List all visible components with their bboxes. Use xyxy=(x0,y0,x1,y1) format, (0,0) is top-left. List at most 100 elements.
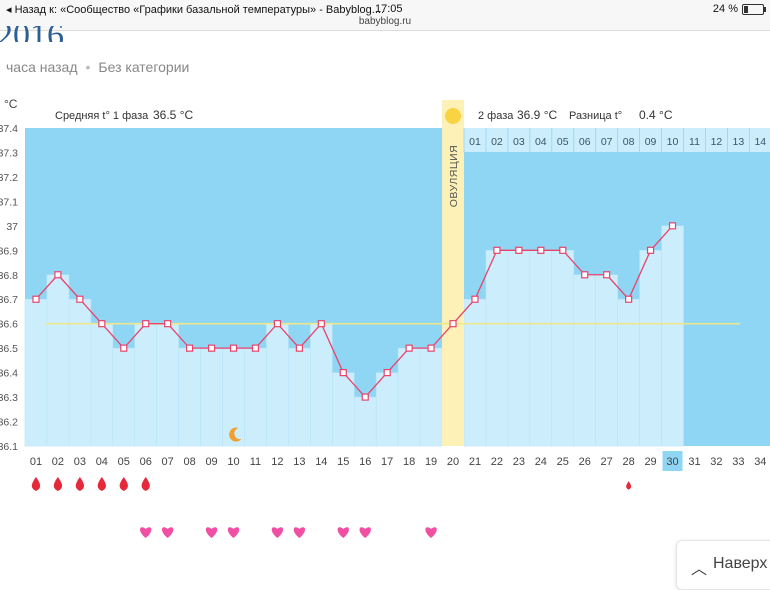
y-tick-label: 37.1 xyxy=(0,196,18,208)
temperature-column xyxy=(46,274,70,447)
phase1-label: Средняя t° 1 фаза xyxy=(55,110,149,122)
temperature-point xyxy=(32,295,40,303)
phase2-header-box xyxy=(464,100,770,128)
x-day-label: 33 xyxy=(732,456,744,468)
blood-drop-icon xyxy=(53,477,63,491)
heart-icon xyxy=(271,527,284,538)
temperature-column xyxy=(551,250,575,447)
temperature-column xyxy=(463,298,487,447)
phase1-value: 36.5 °C xyxy=(153,108,193,122)
temperature-column xyxy=(419,347,443,447)
x-day-label: 04 xyxy=(96,456,108,468)
temperature-point xyxy=(581,271,589,279)
temperature-point xyxy=(273,320,282,328)
y-tick-label: 37.3 xyxy=(0,147,18,159)
heart-icon xyxy=(337,527,349,538)
post-meta: часа назад • Без категории xyxy=(6,59,189,75)
temperature-point xyxy=(164,320,172,328)
y-tick-label: 36.3 xyxy=(0,392,18,404)
y-tick-label: 36.7 xyxy=(0,294,18,306)
temperature-point xyxy=(207,344,216,352)
y-tick-label: 36.4 xyxy=(0,368,18,380)
x-day-label: 24 xyxy=(535,456,547,468)
phase2-day-number: 06 xyxy=(579,136,591,148)
phase2-value: 36.9 °C xyxy=(517,108,557,122)
temperature-column xyxy=(200,347,223,447)
phase1-header-box xyxy=(25,100,443,128)
x-day-label: 28 xyxy=(623,456,635,468)
x-day-label: 22 xyxy=(491,456,503,468)
phase2-day-number: 08 xyxy=(623,136,635,148)
y-tick-label: 36.9 xyxy=(0,245,18,257)
x-day-label: 19 xyxy=(425,456,437,468)
y-tick-label: 36.6 xyxy=(0,319,18,331)
x-day-label: 03 xyxy=(74,456,86,468)
url-bar[interactable]: babyblog.ru xyxy=(358,16,412,27)
temperature-column xyxy=(397,347,421,447)
temperature-point xyxy=(515,246,523,254)
x-day-label: 30 xyxy=(666,456,678,468)
temperature-point xyxy=(76,295,84,303)
x-day-label: 14 xyxy=(315,456,327,468)
bbt-chart: 01 02 03 04 05 06 07 08 09 10 11 12 13 14 °C 36.1 36.2 36… xyxy=(0,95,770,565)
x-day-label: 01 xyxy=(30,456,42,468)
temperature-point xyxy=(142,320,150,328)
x-day-label: 13 xyxy=(293,456,305,468)
current-day-highlight xyxy=(662,451,683,471)
bbt-chart-svg: 01 02 03 04 05 06 07 08 09 10 11 12 13 14 °C 36.1 36.2 36… xyxy=(0,97,770,538)
back-to-top-label: Наверх xyxy=(713,555,768,572)
phase2-day-number: 14 xyxy=(754,136,766,148)
temperature-point xyxy=(120,344,128,352)
temperature-point xyxy=(54,271,62,279)
blood-drop-icon xyxy=(141,477,150,491)
temperature-point xyxy=(449,320,457,328)
temperature-point xyxy=(361,393,369,401)
y-tick-label: 37.2 xyxy=(0,172,18,184)
blood-drop-icon xyxy=(119,477,128,491)
temperature-column xyxy=(573,274,597,447)
ovulation-label: ОВУЛЯЦИЯ xyxy=(448,145,460,208)
y-tick-label: 36.1 xyxy=(0,441,18,453)
temperature-column xyxy=(112,347,136,447)
temperature-column xyxy=(353,396,377,447)
ovulation-band xyxy=(442,100,464,446)
temperature-point xyxy=(559,246,567,254)
x-day-label: 07 xyxy=(162,456,174,468)
temperature-point xyxy=(625,295,633,303)
x-day-label: 31 xyxy=(688,456,700,468)
temperature-column xyxy=(661,225,684,447)
phase2-day-number: 10 xyxy=(667,136,679,148)
blood-drop-small-icon xyxy=(626,481,632,490)
temperature-column xyxy=(90,323,114,447)
x-day-label: 20 xyxy=(447,456,459,468)
temperature-column xyxy=(68,298,92,447)
heart-icon xyxy=(425,527,437,538)
x-day-label: 12 xyxy=(271,456,283,468)
temperature-point xyxy=(317,320,325,328)
x-day-label: 29 xyxy=(644,456,656,468)
x-day-label: 23 xyxy=(513,456,525,468)
temperature-point xyxy=(668,222,677,230)
x-day-label: 21 xyxy=(469,456,481,468)
x-day-label: 34 xyxy=(754,456,766,468)
x-day-label: 11 xyxy=(250,456,261,468)
heart-icon xyxy=(227,527,240,538)
temperature-point xyxy=(251,344,260,352)
diff-value: 0.4 °C xyxy=(639,108,673,122)
heart-icon xyxy=(293,527,306,538)
sun-icon xyxy=(445,108,462,124)
temperature-column xyxy=(507,250,531,447)
phase2-day-number: 03 xyxy=(513,136,525,148)
temperature-column xyxy=(24,298,48,447)
temperature-point xyxy=(646,246,655,254)
temperature-column xyxy=(639,250,662,447)
temperature-column xyxy=(485,250,509,447)
temperature-point xyxy=(229,344,238,352)
back-to-top-button[interactable]: ︿ Наверх xyxy=(676,540,770,590)
x-day-label: 10 xyxy=(227,456,239,468)
battery-percent: 24 % xyxy=(712,3,738,15)
x-day-label: 05 xyxy=(118,456,130,468)
y-tick-label: 36.2 xyxy=(0,417,18,429)
back-to-app-link[interactable]: ◂ Назад к: «Сообщество «Графики базально… xyxy=(6,4,385,16)
post-category-link[interactable]: Без категории xyxy=(98,59,190,75)
